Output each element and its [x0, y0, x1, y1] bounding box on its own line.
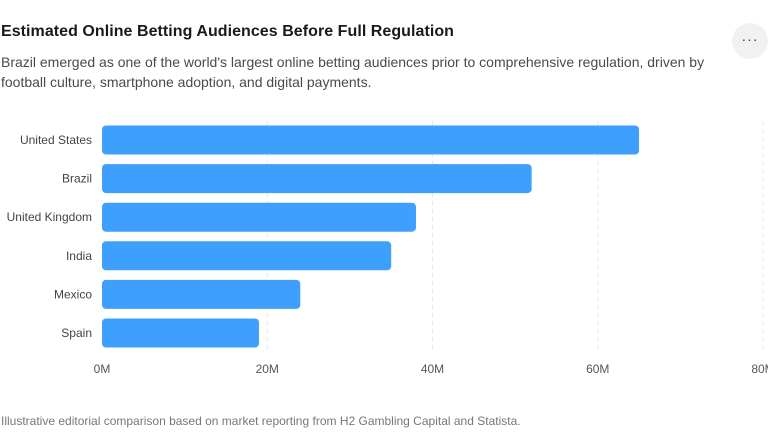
bar: [102, 279, 301, 309]
category-label: United Kingdom: [7, 210, 92, 224]
more-options-button[interactable]: ···: [732, 23, 768, 59]
x-tick-label: 40M: [421, 362, 444, 376]
category-label: United States: [20, 133, 92, 147]
footnote: Illustrative editorial comparison based …: [1, 414, 521, 428]
bar: [102, 164, 532, 194]
bar-chart: 0M 20M 40M 60M 80M United States Brazil United …: [7, 121, 768, 376]
bar: [102, 202, 416, 232]
bar: [102, 318, 259, 348]
x-tick-label: 80M: [751, 362, 768, 376]
category-label: Spain: [61, 326, 92, 340]
bar: [102, 125, 640, 155]
category-label: Mexico: [54, 287, 92, 301]
category-label: Brazil: [62, 172, 92, 186]
chart-subtitle: Brazil emerged as one of the world's lar…: [1, 54, 705, 90]
ellipsis-icon: ···: [741, 31, 759, 47]
bar: [102, 241, 392, 271]
category-label: India: [66, 249, 92, 263]
x-tick-label: 60M: [586, 362, 609, 376]
chart-title: Estimated Online Betting Audiences Befor…: [1, 23, 454, 40]
x-tick-label: 20M: [256, 362, 279, 376]
x-tick-label: 0M: [94, 362, 111, 376]
